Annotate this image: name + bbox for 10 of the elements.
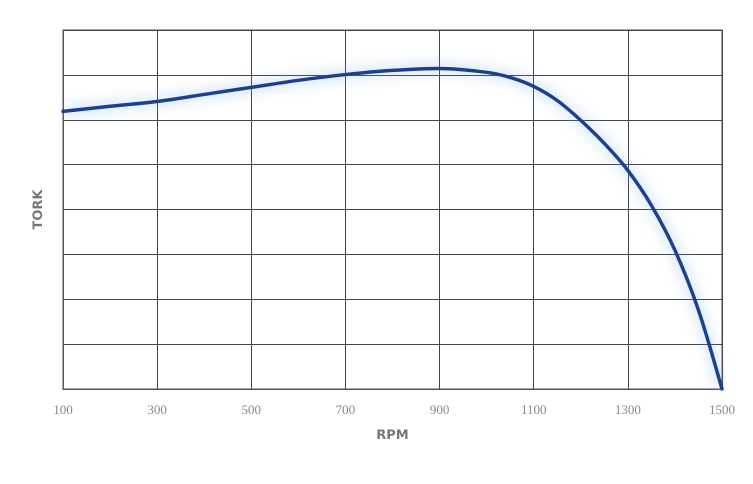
x-tick-label: 1300 — [614, 402, 641, 417]
x-tick-label: 1100 — [520, 402, 546, 417]
x-axis-title: RPM — [376, 428, 409, 443]
x-tick-label: 900 — [430, 402, 450, 417]
x-tick-label: 700 — [336, 402, 356, 417]
x-tick-label: 1500 — [709, 402, 735, 417]
x-tick-label: 500 — [242, 402, 262, 417]
y-axis-title: TORK — [31, 188, 46, 230]
x-tick-label: 100 — [53, 402, 73, 417]
x-tick-label: 300 — [147, 402, 167, 417]
